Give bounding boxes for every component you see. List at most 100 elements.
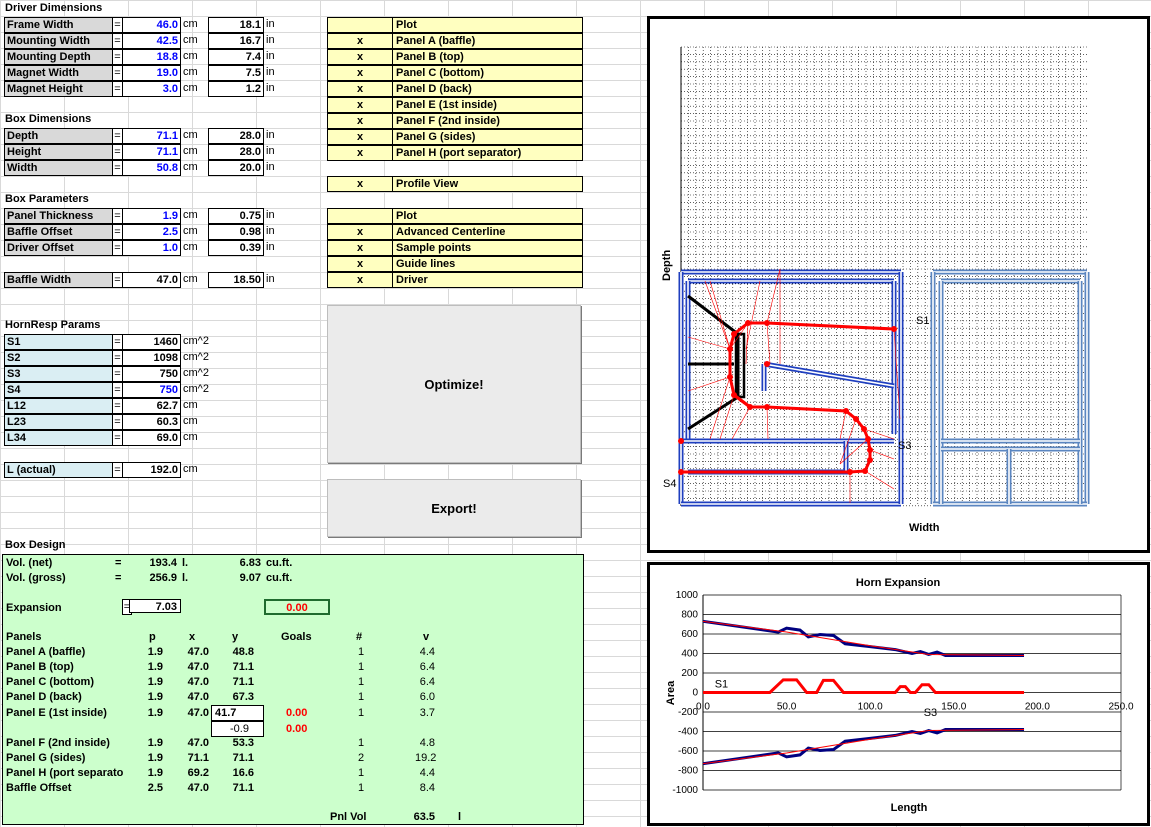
panel-x: 47.0 [187,646,209,658]
panel-name: Panel C (bottom) [6,676,94,688]
panel-name: Panel F (2nd inside) [6,737,110,749]
s3-label: S3 [898,440,911,452]
panel-y: 71.1 [232,752,254,764]
plot-toggle-mark[interactable]: x [356,242,364,254]
param-row-cm-value[interactable]: 1.0 [122,240,181,256]
unit-in: in [266,50,275,62]
hornresp-unit: cm^2 [183,367,209,379]
plot-panel-option[interactable]: x Panel B (top) [327,49,583,65]
x-tick-label: 150.0 [941,702,966,713]
plot-panel-option[interactable]: x Panel F (2nd inside) [327,113,583,129]
panel-y: 71.1 [232,661,254,673]
plot-toggle-mark[interactable]: x [356,51,364,63]
centerline-upper-path [681,333,872,474]
vol-net-label: Vol. (net) [6,557,53,569]
plot-panel-option[interactable]: x Panel D (back) [327,81,583,97]
panel-name: Panel H (port separato [6,767,124,779]
panel-e-y[interactable]: 41.7 [211,705,264,721]
panel-e-y2[interactable]: -0.9 [211,721,264,737]
plot-toggle-mark[interactable]: x [356,99,364,111]
box-row-cm-value[interactable]: 71.1 [122,144,181,160]
hornresp-unit: cm^2 [183,383,209,395]
driver-row-cm-value[interactable]: 19.0 [122,65,181,81]
centerline-mid [733,393,751,409]
plot-panels-header[interactable]: Plot [327,17,583,33]
guide-line [709,376,731,440]
y-tick-label: 1000 [676,590,699,601]
plot-toggle-mark[interactable]: x [356,35,364,47]
expansion-result[interactable]: 0.00 [264,599,330,615]
plot-toggle-mark[interactable]: x [356,258,364,270]
plot-toggle-mark[interactable]: x [356,178,364,190]
plot-panel-option[interactable]: x Panel G (sides) [327,129,583,145]
panel-x: 47.0 [187,691,209,703]
driver-row-cm-value[interactable]: 18.8 [122,49,181,65]
box-design-panel: Vol. (net) = 193.4 l. 6.83 cu.ft. Vol. (gross)… [2,554,584,825]
driver-row-cm-value[interactable]: 42.5 [122,33,181,49]
panel-e-goal2: 0.00 [286,723,308,735]
series-line [702,728,1025,766]
box-row-cm-value[interactable]: 50.8 [122,160,181,176]
plot-toggle-mark[interactable]: x [356,131,364,143]
profile-view-option[interactable]: x Profile View [327,176,583,192]
series-line [702,620,1025,656]
plot-extra-option[interactable]: x Advanced Centerline [327,224,583,240]
vol-gross-l: 256.9 [149,572,177,584]
unit-cm: cm [183,129,198,141]
hornresp-value: 1098 [122,350,181,366]
plot-extra-option[interactable]: x Guide lines [327,256,583,272]
param-row-cm-value[interactable]: 1.9 [122,208,181,224]
sample-point [853,416,859,422]
sample-point [865,436,871,442]
plot-panel-option[interactable]: x Panel H (port separator) [327,145,583,161]
plot-options-header[interactable]: Plot [327,208,583,224]
panel-y: 71.1 [232,676,254,688]
profile-svg: S1 S3 S4 Width Depth [661,46,1090,534]
plot-panel-option[interactable]: x Panel E (1st inside) [327,97,583,113]
panel-p: 1.9 [147,752,163,764]
plot-extra-option[interactable]: x Sample points [327,240,583,256]
driver-row-cm-value[interactable]: 46.0 [122,17,181,33]
panel-name: Panel D (back) [6,691,82,703]
panel-x: 71.1 [187,752,209,764]
plot-toggle-mark[interactable]: x [356,147,364,159]
equals-sign: = [115,572,122,584]
plot-toggle-mark[interactable]: x [356,67,364,79]
l-actual-unit: cm [183,463,198,475]
box-row-cm-value[interactable]: 71.1 [122,128,181,144]
expansion-value[interactable]: 7.03 [129,599,181,613]
vol-net-cuft: 6.83 [239,557,261,569]
vol-gross-cuft-unit: cu.ft. [266,572,293,584]
unit-cm: cm [183,66,198,78]
plot-option-label: Panel G (sides) [392,130,582,144]
plot-header-label: Plot [392,209,582,223]
driver-row-cm-value[interactable]: 3.0 [122,81,181,97]
optimize-button[interactable]: Optimize! [327,305,581,463]
plot-toggle-mark[interactable]: x [356,274,364,286]
baffle-width-label: Baffle Width [4,272,113,288]
plot-extra-option[interactable]: x Driver [327,272,583,288]
s1-annotation: S1 [715,679,728,691]
unit-cm: cm [183,34,198,46]
plot-option-label: Driver [392,273,582,287]
plot-option-label: Panel C (bottom) [392,66,582,80]
plot-header-label: Plot [392,18,582,32]
plot-panel-option[interactable]: x Panel C (bottom) [327,65,583,81]
unit-in: in [266,66,275,78]
sample-point [843,408,849,414]
hornresp-label: S4 [4,382,113,398]
driver-dimensions-header: Driver Dimensions [5,2,103,14]
plot-toggle-mark[interactable]: x [356,83,364,95]
export-button[interactable]: Export! [327,479,581,537]
plot-toggle-mark[interactable]: x [356,226,364,238]
param-row-cm-value[interactable]: 2.5 [122,224,181,240]
y-tick-label: 0 [692,688,698,699]
guide-line [745,280,761,350]
horn-svg: 1000 800 600 400 200 0 -200 -400 -600 -800 -1000 0.… [665,577,1134,814]
s4-label: S4 [663,478,676,490]
plot-toggle-mark[interactable]: x [356,115,364,127]
s1-label: S1 [916,315,929,327]
plot-panel-option[interactable]: x Panel A (baffle) [327,33,583,49]
y-tick-label: 800 [681,610,698,621]
panel-p: 1.9 [147,767,163,779]
